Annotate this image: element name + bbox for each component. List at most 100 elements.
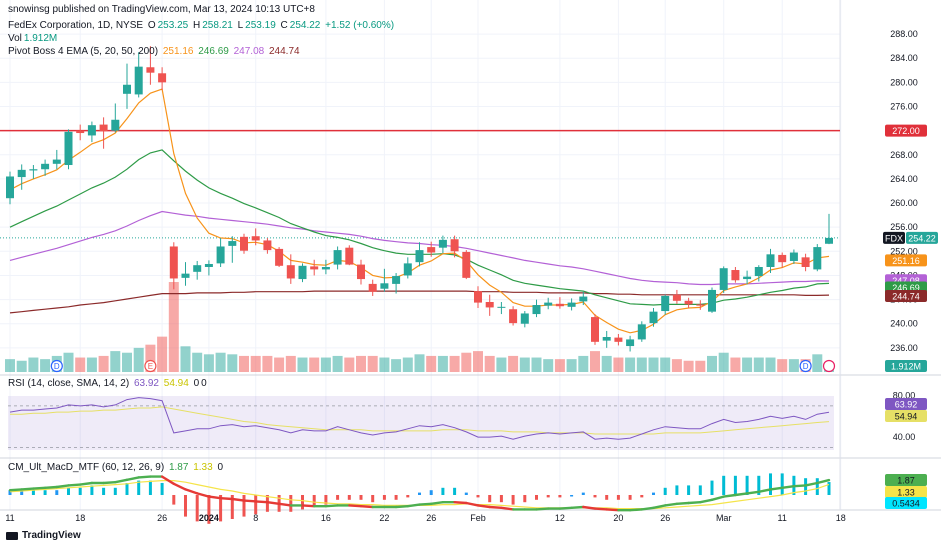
candle-body (766, 254, 775, 267)
macd-histogram-bar (125, 483, 129, 495)
ema20-value: 246.69 (198, 46, 229, 57)
macd-line-segment (628, 508, 643, 512)
macd-histogram-bar (406, 495, 410, 498)
volume-bar (484, 355, 495, 372)
macd-histogram-bar (780, 473, 784, 495)
candle-body (614, 337, 623, 342)
macd-histogram-bar (382, 495, 386, 500)
price-tick-label: 236.00 (890, 343, 918, 353)
volume-bar (671, 359, 682, 372)
price-tick-label: 276.00 (890, 101, 918, 111)
last-price-tag-bg (906, 231, 938, 244)
volume-bar (508, 355, 519, 372)
volume-bar (262, 355, 273, 372)
macd-line-segment (582, 505, 597, 510)
resistance-line (0, 129, 840, 239)
macd-line-segment (687, 501, 702, 505)
price-axis: 236.00240.00244.00248.00252.00256.00260.… (883, 29, 938, 509)
last-price-tag: 254.22 (908, 233, 936, 243)
candle-body (134, 66, 143, 95)
candle-body (462, 251, 471, 278)
macd-line-segment (277, 502, 292, 507)
candle-body (731, 270, 740, 281)
macd-histogram-bar (558, 495, 562, 498)
candle-body (696, 304, 705, 306)
ema200-line (9, 290, 830, 314)
change-value: +1.52 (+0.60%) (325, 20, 395, 31)
macd-histogram-bar (769, 473, 772, 495)
rsi-tick-label: 40.00 (893, 432, 916, 442)
time-tick-label: 12 (555, 513, 565, 523)
macd-line-segment (453, 501, 468, 505)
volume-value: 1.912M (23, 33, 58, 44)
macd-histogram-bar (511, 495, 515, 505)
candle-body (6, 176, 14, 199)
macd-histogram-bar (371, 495, 375, 503)
macd-line-segment (430, 501, 445, 505)
macd-histogram-bar (31, 490, 35, 495)
candle-body (544, 302, 553, 306)
resistance-tag: 272.00 (892, 126, 920, 136)
rsi-tick-label: 80.00 (893, 390, 916, 400)
volume-bar (133, 347, 144, 372)
macd-histogram-bar (172, 495, 176, 505)
ema5-value: 251.16 (162, 46, 194, 57)
ema50-tag: 247.08 (892, 276, 920, 286)
volume-bar (344, 357, 355, 372)
macd-histogram-bar (628, 495, 632, 500)
candle-body (345, 247, 354, 265)
candle-body (813, 247, 822, 270)
macd-histogram-bar (675, 485, 679, 495)
volume-bar (285, 355, 296, 372)
time-tick-label: 2024 (199, 513, 219, 523)
candle-body (637, 324, 646, 340)
candle-body (41, 163, 50, 170)
macd-line-segment (324, 504, 339, 508)
macd-histogram-bar (347, 495, 351, 500)
volume-bar (461, 352, 472, 372)
macd-histogram-bar (687, 485, 691, 495)
macd-histogram-bar (464, 492, 468, 495)
macd-line-segment (792, 484, 807, 488)
macd-histogram-bar (441, 487, 445, 495)
histogram-tag-bg (885, 497, 927, 509)
volume-bar (613, 357, 624, 372)
macd-line-segment (231, 497, 246, 502)
macd-histogram-bar (499, 495, 503, 503)
candle-body (684, 300, 693, 305)
price-tick-label: 240.00 (890, 319, 918, 329)
macd-line-segment (67, 483, 82, 487)
macd-histogram-bar (242, 495, 246, 517)
volume-bar (636, 357, 647, 372)
macd-histogram-bar (55, 490, 59, 495)
macd-histogram-bar (301, 495, 304, 510)
macd-line-segment (734, 492, 749, 497)
volume-bar (437, 355, 448, 372)
candle-body (626, 339, 635, 347)
volume-bar (812, 354, 823, 372)
volume-tag-bg (885, 360, 927, 372)
macd-line-segment (593, 507, 608, 511)
price-tick-label: 288.00 (890, 29, 918, 39)
macd-histogram-bar (593, 495, 597, 498)
macd-line-segment (675, 501, 690, 505)
time-tick-label: 26 (426, 513, 436, 523)
macd-histogram-bar (722, 475, 726, 495)
time-tick-label: 18 (75, 513, 85, 523)
macd-line-segment (570, 505, 585, 509)
macd-histogram-bar (184, 495, 187, 517)
volume-bar (765, 357, 776, 372)
macd-line-segment (558, 506, 573, 510)
candle-body (181, 273, 190, 278)
macd-line-segment (535, 507, 550, 511)
macd-line-segment (184, 488, 199, 495)
macd-histogram-bar (429, 490, 433, 495)
time-tick-label: 22 (379, 513, 389, 523)
macd-histogram-bar (745, 475, 749, 495)
time-tick-label: Mar (716, 513, 732, 523)
ema5-line (9, 88, 830, 334)
candle-body (602, 337, 611, 341)
macd-histogram-bar (289, 495, 293, 512)
candle-body (52, 159, 61, 164)
candle-body (29, 169, 38, 171)
